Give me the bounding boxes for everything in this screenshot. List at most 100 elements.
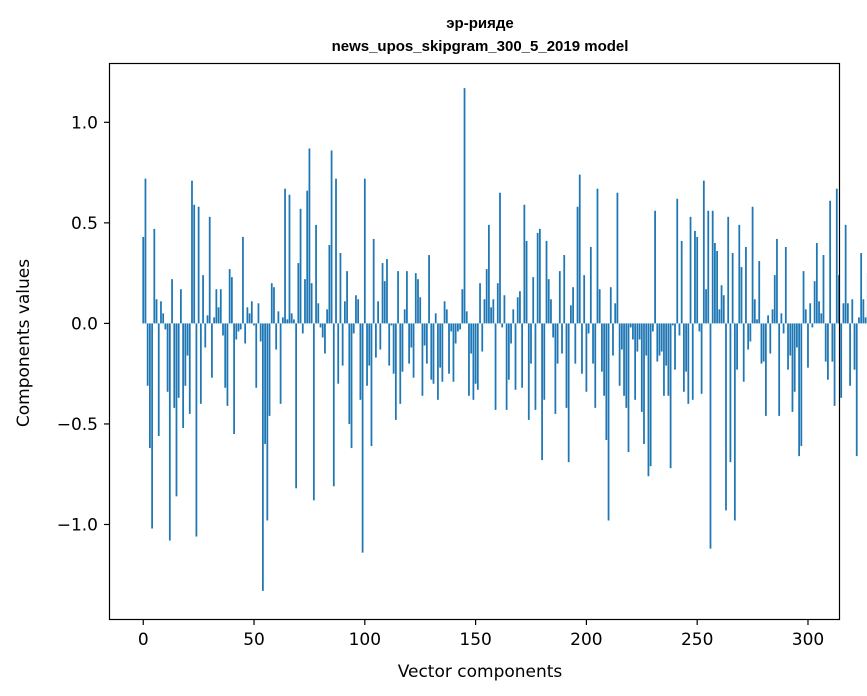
bar [552,323,555,338]
bar [778,323,781,416]
bar [829,200,832,324]
bar [702,180,705,324]
bar [680,240,683,324]
bar [864,317,867,324]
bar [483,299,486,324]
bar [691,323,694,400]
bar [328,244,331,324]
bar [532,277,535,324]
bar [448,323,450,374]
bar [556,323,559,364]
bar [521,323,524,388]
bar [202,275,204,324]
bar [246,307,249,324]
bar [685,323,687,372]
bar [787,323,789,370]
bar [530,323,532,364]
bar [751,206,754,324]
bar [844,224,847,324]
bar [441,323,444,382]
bar [663,323,665,396]
bar [375,323,377,358]
bar [299,208,302,324]
bar [846,303,849,324]
bar [180,289,182,324]
bar [445,309,448,324]
y-tick-label: 1.0 [71,113,98,133]
bar [791,323,794,412]
bar [818,301,820,324]
bar [527,323,530,420]
bar [756,319,758,324]
bar [217,307,220,324]
bar [514,323,517,390]
bar [215,289,218,324]
bar [443,301,446,324]
bar [434,313,437,324]
bar [583,275,586,324]
bar [499,192,501,324]
bar [146,323,149,386]
bar [257,303,260,324]
bar [144,178,147,324]
bar [222,323,224,336]
bar [157,323,160,437]
bar [842,303,845,324]
bar [235,323,238,340]
bar [700,323,703,394]
bar [753,299,756,324]
bar [386,259,388,324]
bar [330,150,333,324]
bar [392,323,395,374]
chart-title: эр-рияде [446,15,513,32]
bar [324,323,326,354]
bar [151,323,153,529]
bar [671,323,674,326]
bar [815,242,818,324]
bar [312,323,315,501]
bar [503,295,506,324]
x-tick-label: 100 [349,630,381,650]
bar [182,323,185,428]
y-axis-ticks: −1.0 −0.5 0.0 0.5 1.0 [57,113,110,535]
bar [255,323,258,388]
bar [304,279,306,324]
bar [727,216,730,324]
bar [634,323,637,400]
bar [840,323,843,398]
bar [651,323,654,332]
bar [160,301,162,324]
bar [525,240,528,324]
bar [476,323,479,390]
bar [463,88,466,324]
bar [284,188,286,324]
bar [457,323,459,332]
bar [168,323,171,541]
bar [273,287,275,324]
bar [565,323,568,408]
bar [649,323,652,467]
bar [226,323,229,406]
bar [722,295,725,324]
bar [149,323,151,449]
bar [461,289,464,324]
bar [711,210,714,324]
bar [793,323,796,392]
bar [326,309,329,324]
bar [297,263,300,324]
bar [550,299,552,324]
bar [589,246,592,324]
bar [667,323,670,396]
x-tick-label: 0 [138,630,149,650]
bar [820,313,823,324]
bar [558,271,561,324]
bar [694,230,696,324]
bar [379,323,382,350]
bar [191,180,193,324]
bar [764,323,767,416]
bar [173,323,176,408]
bar [636,323,639,352]
bar [538,228,541,324]
bar [660,323,663,352]
bar [707,210,710,324]
